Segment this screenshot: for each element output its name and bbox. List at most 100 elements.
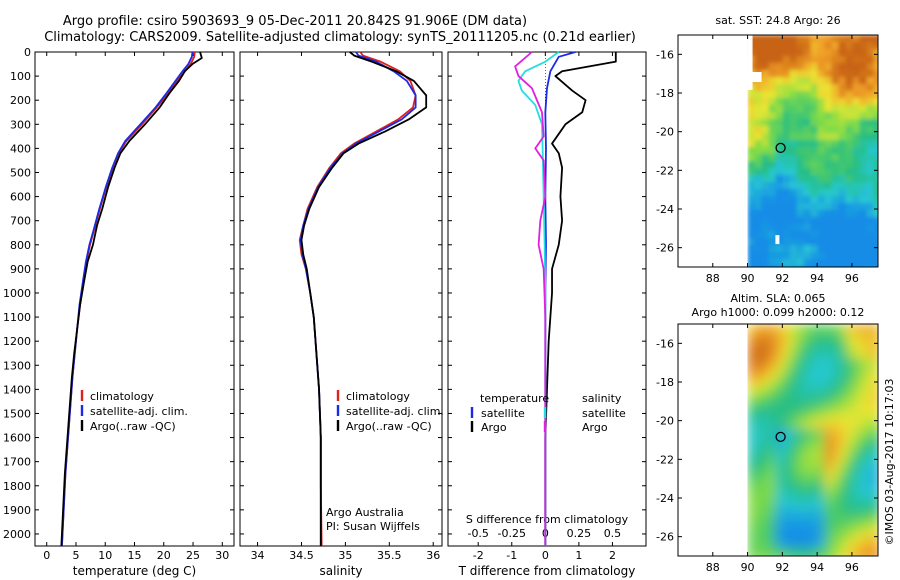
map-cell xyxy=(852,457,861,465)
map-cell xyxy=(873,70,878,78)
map-cell xyxy=(831,450,840,458)
map-cell xyxy=(859,245,868,253)
map-cell xyxy=(775,373,784,381)
map-cell xyxy=(789,91,798,99)
map-cell xyxy=(768,252,777,260)
map-cell xyxy=(845,133,854,141)
map-cell xyxy=(768,492,777,500)
map-cell xyxy=(754,513,763,521)
map-cell xyxy=(796,506,805,514)
map-cell xyxy=(824,394,833,402)
map-cell xyxy=(817,35,826,43)
map-cell xyxy=(803,154,812,162)
map-cell xyxy=(810,527,819,535)
map-cell xyxy=(810,84,819,92)
map-cell xyxy=(831,119,840,127)
map-cell xyxy=(873,527,878,535)
map-cell xyxy=(782,119,791,127)
map-cell xyxy=(817,464,826,472)
map-cell xyxy=(782,324,791,332)
map-cell xyxy=(866,112,875,120)
map-cell xyxy=(845,485,854,493)
map-cell xyxy=(782,49,791,57)
map-cell xyxy=(873,478,878,486)
map-cell xyxy=(831,471,840,479)
map-cell xyxy=(768,457,777,465)
map-cell xyxy=(873,534,878,542)
map-cell xyxy=(803,168,812,176)
map-cell xyxy=(831,217,840,225)
map-cell xyxy=(761,182,770,190)
x-tick-label: 34.5 xyxy=(289,549,314,562)
map-cell xyxy=(838,49,847,57)
map-cell xyxy=(873,182,878,190)
map-cell xyxy=(796,217,805,225)
map-cell xyxy=(796,224,805,232)
map-cell xyxy=(810,259,819,267)
map-cell xyxy=(859,196,868,204)
x-tick-label: 10 xyxy=(98,549,112,562)
map-cell xyxy=(845,63,854,71)
map-cell xyxy=(873,436,878,444)
map-cell xyxy=(845,450,854,458)
map-cell xyxy=(810,161,819,169)
map-cell xyxy=(845,478,854,486)
map-cell xyxy=(782,161,791,169)
map-cell xyxy=(768,119,777,127)
map-cell xyxy=(824,352,833,360)
map-cell xyxy=(866,119,875,127)
map-cell xyxy=(817,478,826,486)
map-cell xyxy=(852,161,861,169)
map-cell xyxy=(866,387,875,395)
map-cell xyxy=(810,189,819,197)
map-cell xyxy=(824,359,833,367)
map-cell xyxy=(817,77,826,85)
map-cell xyxy=(796,359,805,367)
map-cell xyxy=(866,147,875,155)
map-cell xyxy=(824,238,833,246)
map-cell xyxy=(761,387,770,395)
map-cell xyxy=(866,245,875,253)
map-cell xyxy=(859,126,868,134)
map-cell xyxy=(761,478,770,486)
map-cell xyxy=(803,464,812,472)
map-cell xyxy=(782,429,791,437)
map-cell xyxy=(747,126,756,134)
map-cell xyxy=(775,492,784,500)
map-cell xyxy=(845,457,854,465)
map-cell xyxy=(803,49,812,57)
x-tick-label: 35 xyxy=(338,549,352,562)
map-cell xyxy=(789,112,798,120)
map-cell xyxy=(761,373,770,381)
map-cell xyxy=(859,168,868,176)
map-cell xyxy=(747,154,756,162)
map-cell xyxy=(824,436,833,444)
map-cell xyxy=(845,324,854,332)
map-cell xyxy=(838,245,847,253)
map-cell xyxy=(838,175,847,183)
y-tick-label: 1200 xyxy=(3,335,31,348)
map-cell xyxy=(775,422,784,430)
map-y-tick-label: -22 xyxy=(656,453,674,466)
map-cell xyxy=(747,506,756,514)
map-cell xyxy=(803,147,812,155)
map-cell xyxy=(873,63,878,71)
map-cell xyxy=(845,408,854,416)
map-cell xyxy=(831,154,840,162)
map-cell xyxy=(754,492,763,500)
map-cell xyxy=(810,331,819,339)
series-line-3 xyxy=(514,51,547,546)
map-cell xyxy=(859,70,868,78)
map-cell xyxy=(845,105,854,113)
map-cell xyxy=(754,203,763,211)
map-cell xyxy=(754,408,763,416)
map-cell xyxy=(789,231,798,239)
map-cell xyxy=(789,394,798,402)
map-cell xyxy=(859,238,868,246)
map-cell xyxy=(873,56,878,64)
map-cell xyxy=(824,422,833,430)
map-cell xyxy=(761,49,770,57)
map-cell xyxy=(824,415,833,423)
map-cell xyxy=(761,133,770,141)
